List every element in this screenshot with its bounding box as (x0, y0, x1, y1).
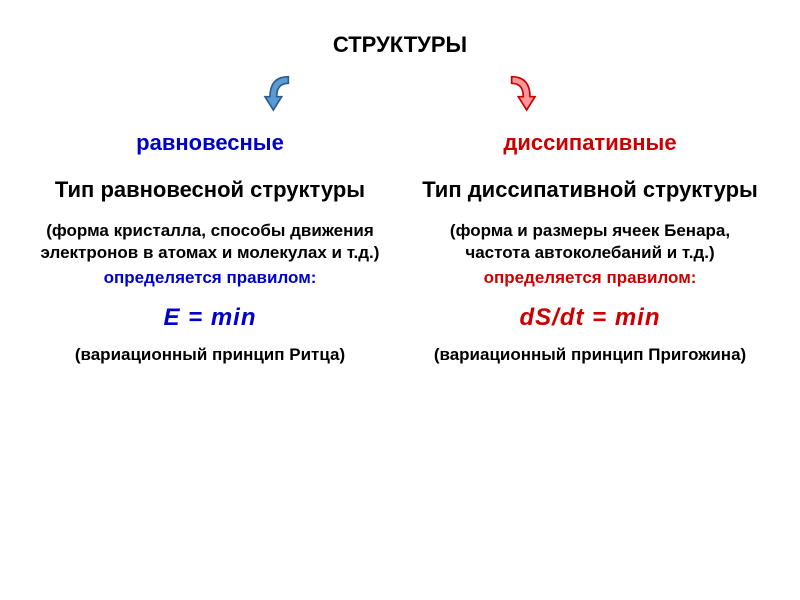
right-type-heading: Тип диссипативной структуры (420, 176, 760, 205)
right-principle: (вариационный принцип Пригожина) (420, 344, 760, 366)
right-determined: определяется правилом: (420, 267, 760, 289)
left-principle: (вариационный принцип Ритца) (40, 344, 380, 366)
arrows-row (40, 70, 760, 130)
left-determined: определяется правилом: (40, 267, 380, 289)
right-column: диссипативные Тип диссипативной структур… (420, 130, 760, 366)
diagram-container: СТРУКТУРЫ равновесные Тип равновесной ст… (0, 0, 800, 600)
right-category-title: диссипативные (420, 130, 760, 156)
left-category-title: равновесные (40, 130, 380, 156)
left-type-heading: Тип равновесной структуры (40, 176, 380, 205)
left-examples: (форма кристалла, способы движения элект… (40, 220, 380, 264)
right-formula: dS/dt = min (420, 304, 760, 332)
left-formula: E = min (40, 304, 380, 332)
left-column: равновесные Тип равновесной структуры (ф… (40, 130, 380, 366)
arrow-left-icon (255, 70, 305, 120)
arrow-right-icon (495, 70, 545, 120)
main-title: СТРУКТУРЫ (333, 32, 467, 58)
right-examples: (форма и размеры ячеек Бенара, частота а… (420, 220, 760, 264)
header-row: СТРУКТУРЫ (40, 20, 760, 70)
columns-container: равновесные Тип равновесной структуры (ф… (40, 130, 760, 366)
